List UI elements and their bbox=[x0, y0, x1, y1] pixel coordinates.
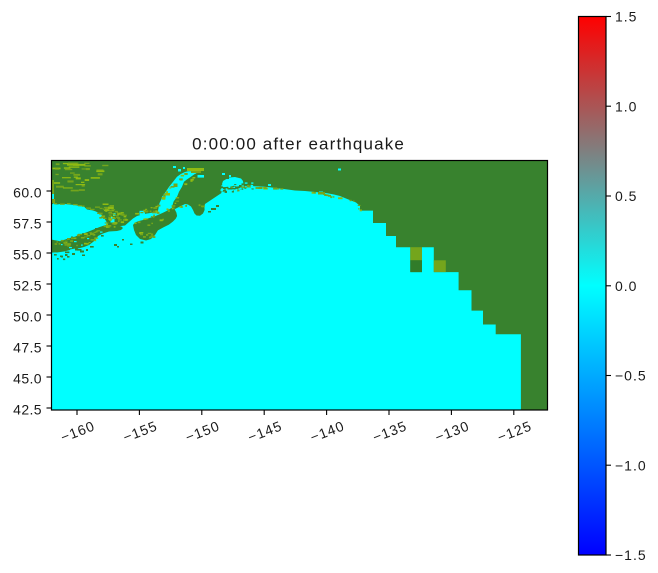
svg-text:−130: −130 bbox=[433, 418, 472, 446]
svg-text:60.0: 60.0 bbox=[13, 184, 42, 200]
svg-text:1.5: 1.5 bbox=[615, 9, 637, 25]
svg-text:−150: −150 bbox=[183, 418, 222, 446]
svg-text:57.5: 57.5 bbox=[13, 215, 42, 231]
svg-text:−125: −125 bbox=[495, 418, 534, 446]
svg-text:47.5: 47.5 bbox=[13, 339, 42, 355]
svg-text:52.5: 52.5 bbox=[13, 277, 42, 293]
svg-text:−135: −135 bbox=[370, 418, 409, 446]
svg-text:−1.0: −1.0 bbox=[615, 457, 647, 473]
svg-text:45.0: 45.0 bbox=[13, 370, 42, 386]
svg-text:−145: −145 bbox=[245, 418, 284, 446]
svg-text:50.0: 50.0 bbox=[13, 308, 42, 324]
svg-text:55.0: 55.0 bbox=[13, 246, 42, 262]
svg-text:−155: −155 bbox=[121, 418, 160, 446]
svg-text:−0.5: −0.5 bbox=[615, 368, 647, 384]
svg-text:−1.5: −1.5 bbox=[615, 547, 647, 563]
svg-text:42.5: 42.5 bbox=[13, 401, 42, 417]
svg-text:0.0: 0.0 bbox=[615, 278, 637, 294]
svg-text:0.5: 0.5 bbox=[615, 188, 637, 204]
svg-text:−140: −140 bbox=[308, 418, 347, 446]
svg-text:1.0: 1.0 bbox=[615, 99, 637, 115]
svg-text:0:00:00 after earthquake: 0:00:00 after earthquake bbox=[192, 135, 405, 154]
svg-text:−160: −160 bbox=[58, 418, 97, 446]
